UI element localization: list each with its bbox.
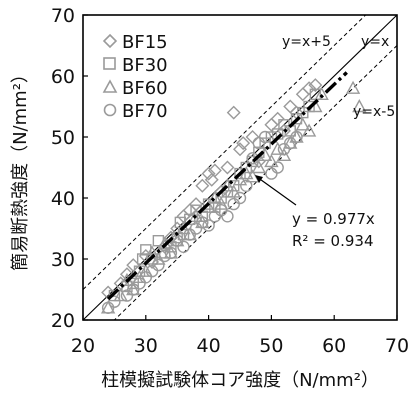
y-tick-label: 30 <box>51 249 75 271</box>
point-bf60 <box>138 263 153 277</box>
point-bf15 <box>236 136 251 151</box>
legend-marker-bf15 <box>102 33 118 49</box>
y-axis-ticks: 20 30 40 50 60 70 <box>51 5 88 332</box>
point-bf15 <box>295 87 310 102</box>
point-bf70 <box>196 216 209 229</box>
legend-marker-bf60 <box>102 79 118 93</box>
point-bf30 <box>184 213 196 226</box>
x-tick-label: 60 <box>322 335 346 357</box>
point-bf60 <box>295 117 310 131</box>
point-bf60 <box>245 169 260 183</box>
point-bf70 <box>158 249 171 263</box>
y-axis-label: 簡易断熱強度（N/mm²） <box>10 65 31 271</box>
point-bf60 <box>151 251 166 265</box>
point-bf15 <box>201 166 216 181</box>
point-bf60 <box>226 184 241 198</box>
point-bf30 <box>202 198 215 210</box>
reference-line <box>83 15 367 290</box>
trendline-equation: y = 0.977x <box>292 210 375 228</box>
r-squared: R² = 0.934 <box>292 232 373 250</box>
x-tick-label: 50 <box>259 335 283 357</box>
point-bf60 <box>207 190 223 204</box>
point-bf15 <box>189 197 204 212</box>
point-bf60 <box>264 153 279 168</box>
x-tick-label: 20 <box>71 335 95 357</box>
point-bf70 <box>214 203 228 217</box>
legend: BF15 BF30 BF60 BF70 <box>102 32 168 122</box>
point-bf60 <box>270 141 285 155</box>
point-bf60 <box>314 86 329 100</box>
point-bf70 <box>189 222 203 235</box>
legend-marker-bf30 <box>103 57 116 70</box>
point-bf70 <box>164 246 178 260</box>
x-tick-label: 30 <box>134 335 158 357</box>
point-bf60 <box>213 196 229 210</box>
point-bf60 <box>220 178 235 192</box>
x-tick-label: 70 <box>385 335 409 357</box>
point-bf70 <box>290 130 303 144</box>
point-bf15 <box>176 209 191 224</box>
point-bf15 <box>283 99 298 114</box>
x-axis-ticks: 20 30 40 50 60 70 <box>71 315 409 357</box>
y-tick-label: 60 <box>51 66 75 88</box>
point-bf15 <box>220 160 235 175</box>
ref-line-label-identity: y=x <box>361 34 389 50</box>
ref-line-label-plus5: y=x+5 <box>282 34 331 50</box>
y-tick-label: 40 <box>51 188 75 210</box>
point-bf30 <box>290 112 303 125</box>
point-bf15 <box>245 130 260 144</box>
point-bf70 <box>202 219 215 232</box>
point-bf60 <box>188 208 204 222</box>
y-tick-label: 50 <box>51 127 75 149</box>
point-bf70 <box>221 210 234 223</box>
point-bf60 <box>352 99 367 113</box>
point-bf70 <box>271 161 284 174</box>
point-bf70 <box>108 295 121 308</box>
x-tick-label: 40 <box>197 335 221 357</box>
point-bf60 <box>276 147 292 161</box>
legend-label-bf70: BF70 <box>122 101 168 122</box>
point-bf70 <box>177 240 190 254</box>
point-bf60 <box>251 160 267 174</box>
point-bf70 <box>258 130 272 144</box>
x-axis-label: 柱模擬試験体コア強度（N/mm²） <box>101 370 379 391</box>
legend-label-bf15: BF15 <box>122 32 168 53</box>
equation-pointer-arrow <box>256 176 297 206</box>
point-bf15 <box>204 172 219 187</box>
y-tick-label: 20 <box>51 310 75 332</box>
trendline <box>106 71 348 301</box>
point-bf70 <box>152 258 165 272</box>
point-bf15 <box>195 178 210 193</box>
point-bf70 <box>240 179 253 193</box>
data-points <box>100 78 367 314</box>
point-bf15 <box>270 111 285 126</box>
point-bf30 <box>127 277 139 290</box>
y-tick-label: 70 <box>51 5 75 27</box>
point-bf15 <box>207 163 222 178</box>
legend-label-bf60: BF60 <box>122 78 168 99</box>
equation-pointer-arrowhead <box>255 175 263 183</box>
point-bf15 <box>302 81 317 96</box>
point-bf70 <box>233 191 247 205</box>
point-bf15 <box>226 105 241 120</box>
point-bf60 <box>301 123 317 137</box>
ref-line-label-minus5: y=x-5 <box>353 104 395 120</box>
point-bf15 <box>308 78 323 93</box>
point-bf60 <box>113 288 128 302</box>
point-bf70 <box>133 277 146 290</box>
point-bf15 <box>233 142 247 157</box>
point-bf70 <box>139 271 153 284</box>
point-bf30 <box>240 161 252 174</box>
legend-marker-bf70 <box>103 103 117 117</box>
point-bf30 <box>165 241 177 253</box>
point-bf70 <box>265 167 278 180</box>
trendline-layer <box>106 71 348 301</box>
plot-frame <box>82 14 398 321</box>
point-bf60 <box>345 80 361 94</box>
reference-line <box>113 45 397 320</box>
legend-label-bf30: BF30 <box>122 55 168 76</box>
point-bf60 <box>239 166 254 180</box>
